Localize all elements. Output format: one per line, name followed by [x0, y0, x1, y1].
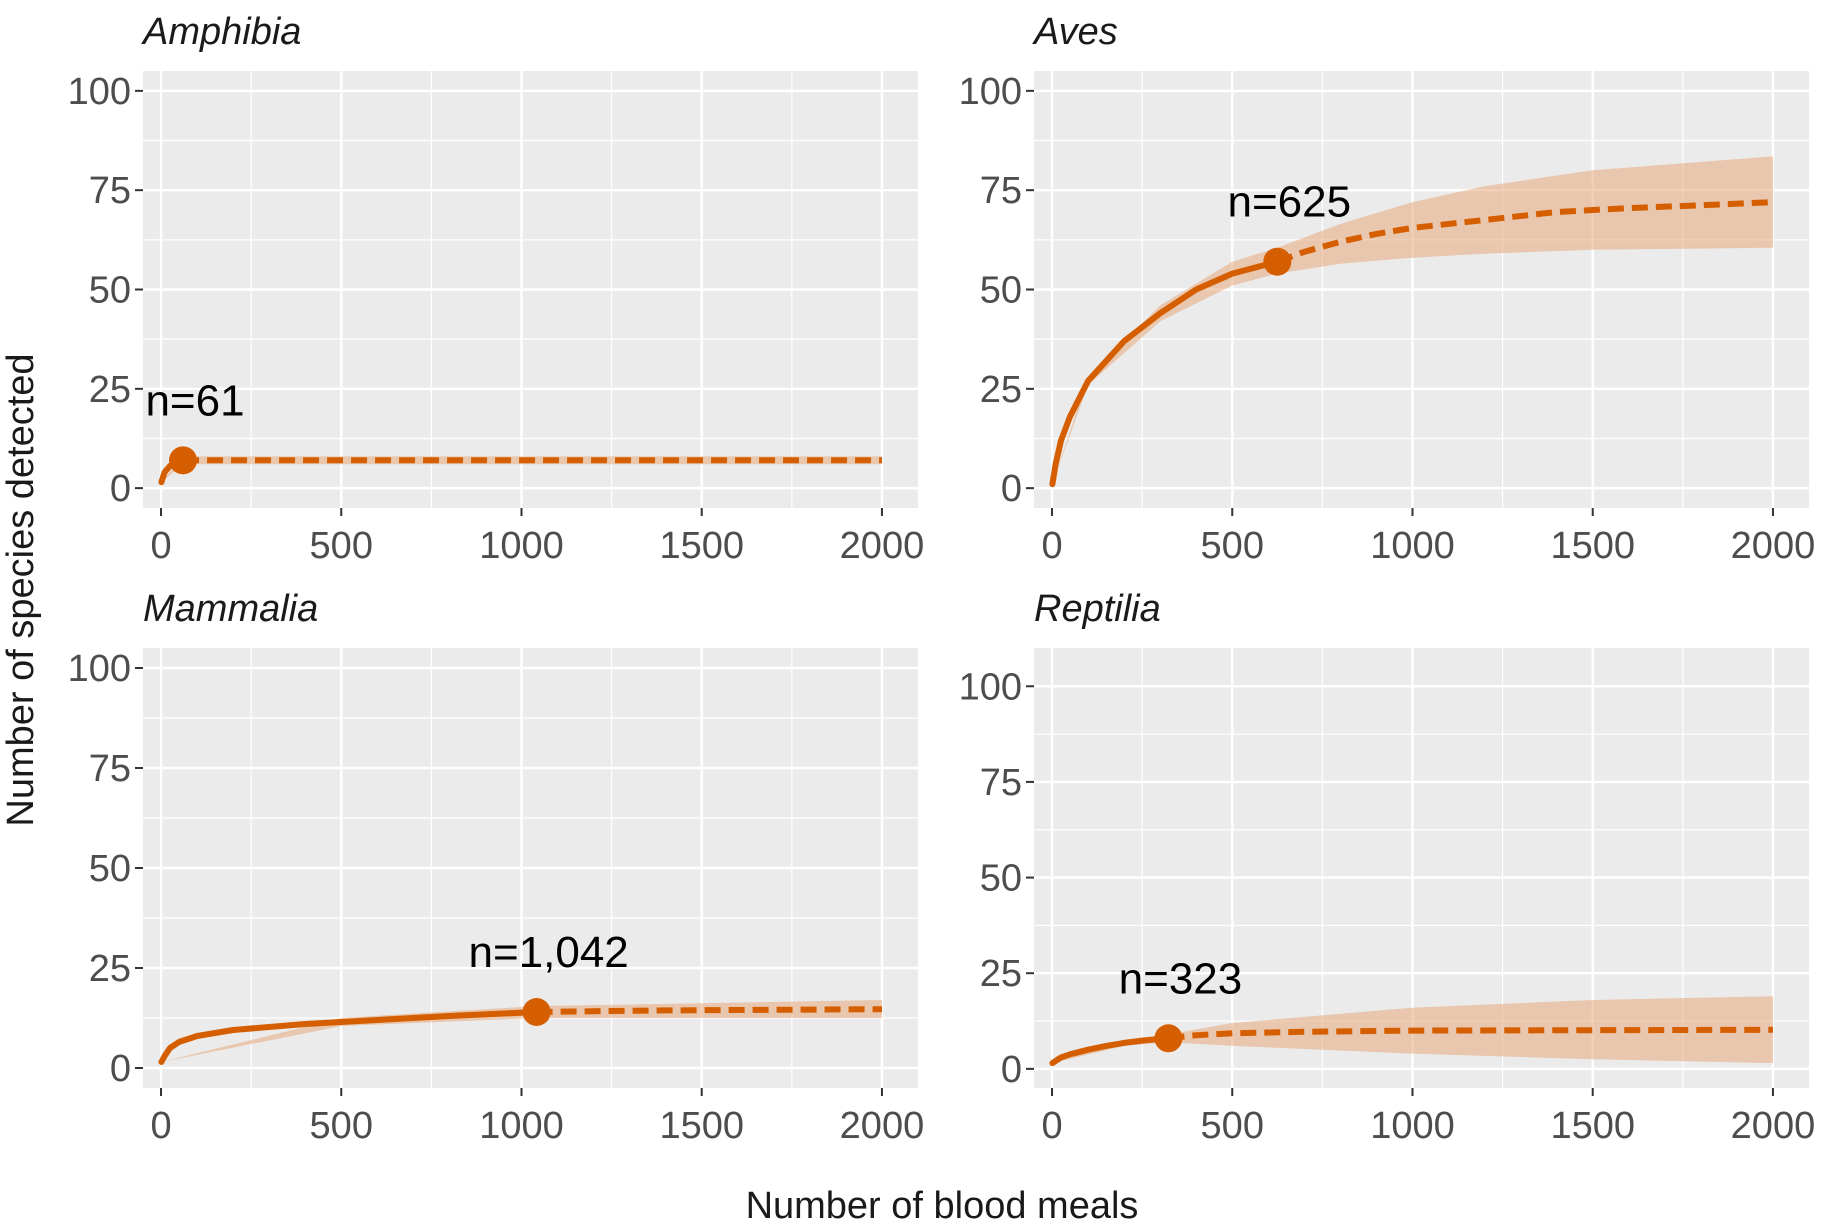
- y-axis-title: Number of species detected: [0, 353, 42, 826]
- x-tick-label: 1000: [1370, 1105, 1455, 1147]
- y-tick-label: 25: [89, 948, 131, 990]
- extrapolation-line-mammalia: [536, 1006, 883, 1015]
- panel-title-amphibia: Amphibia: [141, 11, 301, 53]
- x-tick-label: 1500: [1550, 1105, 1635, 1147]
- x-axis-title: Number of blood meals: [746, 1185, 1139, 1225]
- rarefaction-line-reptilia: [1049, 1035, 1172, 1067]
- y-tick-label: 100: [959, 666, 1022, 708]
- y-tick-label: 50: [980, 858, 1022, 900]
- y-tick-label: 75: [980, 170, 1022, 212]
- panel-title-reptilia: Reptilia: [1034, 588, 1161, 630]
- x-tick-label: 500: [1201, 1105, 1264, 1147]
- rarefaction-line-aves: [1049, 258, 1281, 488]
- extrapolation-line-reptilia: [1168, 1026, 1774, 1042]
- x-tick-label: 1000: [479, 525, 564, 567]
- observed-point-aves: [1263, 247, 1292, 276]
- panel-title-aves: Aves: [1032, 11, 1118, 53]
- extrapolation-line-aves: [1276, 199, 1774, 265]
- sample-size-label-amphibia: n=61: [145, 376, 244, 425]
- x-tick-label: 500: [310, 1105, 373, 1147]
- y-tick-label: 75: [89, 170, 131, 212]
- x-tick-label: 2000: [840, 525, 925, 567]
- x-tick-label: 1500: [1550, 525, 1635, 567]
- confidence-ribbon-mammalia: [161, 1000, 882, 1062]
- x-tick-label: 1000: [479, 1105, 564, 1147]
- y-tick-label: 25: [980, 953, 1022, 995]
- confidence-ribbon-aves: [1052, 156, 1773, 485]
- sample-size-label-aves: n=625: [1228, 178, 1352, 227]
- x-tick-label: 0: [150, 1105, 171, 1147]
- rarefaction-line-mammalia: [158, 1009, 540, 1065]
- x-tick-label: 2000: [1731, 525, 1816, 567]
- observed-point-amphibia: [169, 446, 198, 475]
- y-tick-label: 50: [980, 270, 1022, 312]
- x-tick-label: 0: [1041, 1105, 1062, 1147]
- x-tick-label: 500: [310, 525, 373, 567]
- y-tick-label: 0: [1001, 468, 1022, 510]
- x-tick-label: 1500: [659, 1105, 744, 1147]
- sample-size-label-mammalia: n=1,042: [468, 928, 628, 977]
- x-tick-label: 1500: [659, 525, 744, 567]
- x-tick-label: 1000: [1370, 525, 1455, 567]
- panel-title-mammalia: Mammalia: [143, 588, 318, 630]
- y-tick-label: 0: [110, 468, 131, 510]
- y-tick-label: 100: [68, 648, 131, 690]
- y-tick-label: 100: [68, 71, 131, 113]
- y-tick-label: 25: [89, 369, 131, 411]
- x-tick-label: 0: [1041, 525, 1062, 567]
- y-tick-label: 100: [959, 71, 1022, 113]
- y-tick-label: 0: [1001, 1049, 1022, 1091]
- x-tick-label: 2000: [1731, 1105, 1816, 1147]
- y-tick-label: 50: [89, 848, 131, 890]
- x-tick-label: 500: [1201, 525, 1264, 567]
- x-tick-label: 2000: [840, 1105, 925, 1147]
- y-tick-label: 75: [89, 748, 131, 790]
- y-tick-label: 0: [110, 1048, 131, 1090]
- observed-point-reptilia: [1154, 1024, 1183, 1053]
- y-tick-label: 50: [89, 270, 131, 312]
- y-tick-label: 25: [980, 369, 1022, 411]
- y-tick-label: 75: [980, 762, 1022, 804]
- observed-point-mammalia: [522, 998, 551, 1026]
- sample-size-label-reptilia: n=323: [1119, 954, 1243, 1003]
- x-tick-label: 0: [150, 525, 171, 567]
